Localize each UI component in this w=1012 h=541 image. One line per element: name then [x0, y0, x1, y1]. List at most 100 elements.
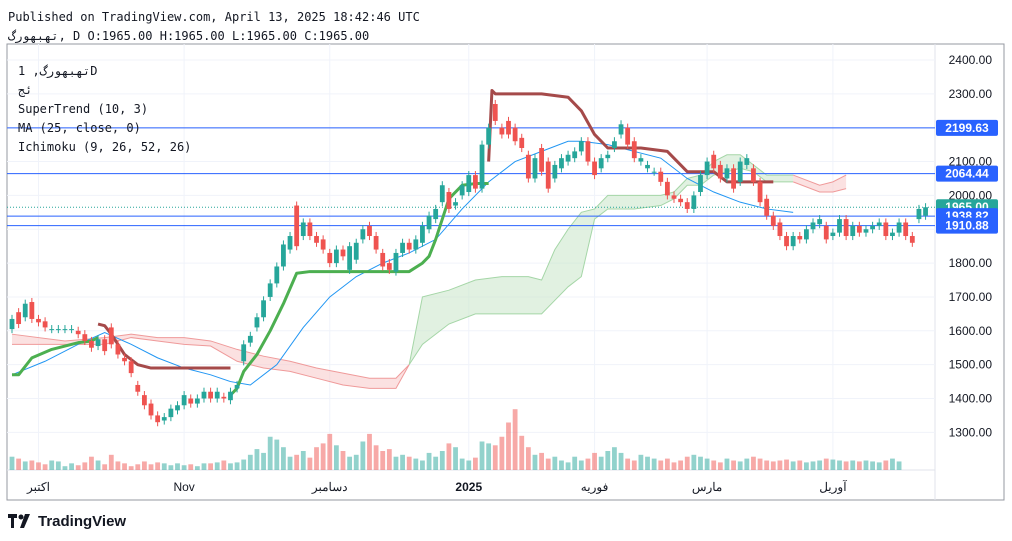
candle-body[interactable]: [658, 171, 664, 182]
candle-body[interactable]: [837, 219, 842, 233]
tradingview-brand[interactable]: TradingView: [8, 511, 126, 531]
candle-body[interactable]: [221, 396, 227, 399]
candle-body[interactable]: [664, 181, 670, 196]
candle-body[interactable]: [896, 222, 902, 233]
candle-body[interactable]: [234, 384, 240, 389]
candle-body[interactable]: [691, 195, 697, 209]
candle-body[interactable]: [393, 252, 399, 272]
candle-body[interactable]: [426, 215, 432, 230]
candle-body[interactable]: [704, 161, 710, 176]
candle-body[interactable]: [890, 232, 895, 237]
candle-body[interactable]: [175, 405, 180, 411]
candle-body[interactable]: [843, 219, 849, 237]
candle-body[interactable]: [598, 158, 604, 169]
candle-body[interactable]: [446, 192, 452, 209]
candle-body[interactable]: [492, 104, 498, 121]
candle-body[interactable]: [506, 120, 511, 135]
candle-body[interactable]: [532, 158, 538, 179]
candle-body[interactable]: [605, 154, 611, 159]
candle-body[interactable]: [49, 329, 55, 331]
candle-body[interactable]: [651, 171, 657, 173]
candle-body[interactable]: [102, 339, 108, 352]
candle-body[interactable]: [36, 318, 41, 323]
candle-body[interactable]: [400, 242, 405, 253]
candle-body[interactable]: [751, 168, 756, 182]
candle-body[interactable]: [625, 127, 631, 145]
candle-body[interactable]: [148, 403, 154, 416]
candle-body[interactable]: [360, 229, 366, 240]
candle-body[interactable]: [261, 300, 266, 318]
candle-body[interactable]: [181, 395, 187, 406]
candle-body[interactable]: [314, 236, 319, 243]
candle-body[interactable]: [108, 327, 114, 345]
candle-body[interactable]: [406, 242, 412, 250]
candle-body[interactable]: [856, 225, 862, 233]
candle-body[interactable]: [525, 154, 531, 179]
candle-body[interactable]: [9, 318, 15, 330]
legend-ma[interactable]: MA (25, close, 0): [18, 121, 141, 135]
candle-body[interactable]: [22, 303, 28, 318]
candle-body[interactable]: [122, 357, 127, 362]
candle-body[interactable]: [618, 124, 624, 135]
candle-body[interactable]: [340, 249, 346, 257]
candle-body[interactable]: [281, 244, 286, 267]
candle-body[interactable]: [135, 384, 141, 392]
candle-body[interactable]: [499, 127, 505, 135]
candle-body[interactable]: [254, 317, 260, 328]
candle-body[interactable]: [638, 158, 644, 162]
candle-body[interactable]: [870, 225, 875, 230]
candle-body[interactable]: [347, 246, 353, 270]
candle-body[interactable]: [459, 185, 465, 196]
candle-body[interactable]: [923, 207, 928, 216]
candle-body[interactable]: [115, 344, 121, 355]
candle-body[interactable]: [453, 202, 458, 206]
candle-body[interactable]: [188, 398, 194, 404]
candle-body[interactable]: [565, 154, 571, 162]
candle-body[interactable]: [519, 137, 525, 149]
candle-body[interactable]: [731, 168, 736, 189]
candle-body[interactable]: [439, 185, 445, 203]
candle-body[interactable]: [62, 329, 68, 331]
candle-body[interactable]: [142, 395, 147, 406]
candle-body[interactable]: [300, 222, 306, 237]
candle-body[interactable]: [155, 415, 161, 423]
candle-body[interactable]: [631, 141, 637, 159]
candle-body[interactable]: [228, 391, 233, 401]
candle-body[interactable]: [82, 334, 88, 341]
candle-body[interactable]: [320, 239, 326, 250]
candle-body[interactable]: [128, 361, 134, 374]
candle-body[interactable]: [684, 202, 690, 209]
candle-body[interactable]: [420, 225, 425, 243]
candle-body[interactable]: [817, 219, 823, 225]
candle-body[interactable]: [876, 222, 882, 226]
candle-body[interactable]: [373, 236, 379, 250]
candle-body[interactable]: [367, 225, 372, 237]
candle-body[interactable]: [545, 161, 551, 189]
candle-body[interactable]: [353, 242, 359, 260]
candle-body[interactable]: [307, 222, 313, 237]
candle-body[interactable]: [850, 225, 856, 237]
candle-body[interactable]: [578, 141, 584, 152]
candle-body[interactable]: [69, 329, 74, 331]
candle-body[interactable]: [863, 229, 869, 233]
legend-ichimoku[interactable]: Ichimoku (9, 26, 52, 26): [18, 140, 192, 154]
candle-body[interactable]: [380, 252, 386, 267]
candle-body[interactable]: [201, 391, 207, 399]
candle-body[interactable]: [770, 215, 776, 226]
candle-body[interactable]: [671, 195, 677, 199]
candle-body[interactable]: [55, 329, 61, 331]
candle-body[interactable]: [486, 127, 492, 145]
candle-body[interactable]: [433, 208, 439, 220]
candle-body[interactable]: [327, 252, 333, 264]
candle-body[interactable]: [552, 164, 558, 179]
candle-body[interactable]: [903, 222, 909, 237]
candle-body[interactable]: [274, 266, 280, 284]
candle-body[interactable]: [784, 236, 789, 247]
candle-body[interactable]: [42, 321, 48, 328]
candle-body[interactable]: [744, 158, 750, 165]
candle-body[interactable]: [194, 398, 200, 404]
candle-body[interactable]: [413, 239, 419, 250]
candle-body[interactable]: [916, 208, 922, 220]
candle-body[interactable]: [294, 205, 300, 247]
